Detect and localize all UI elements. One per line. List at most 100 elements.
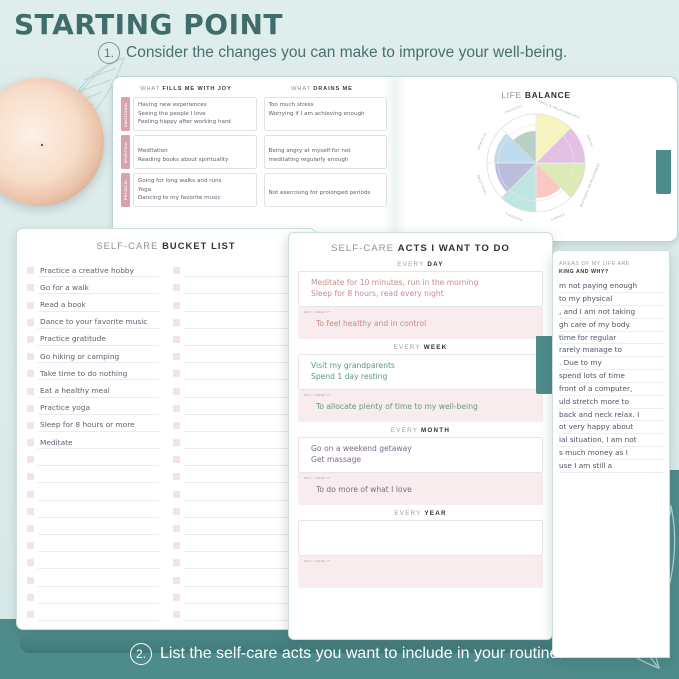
list-item[interactable] [173,260,305,278]
list-item[interactable] [173,483,305,501]
checkbox-square[interactable] [27,301,34,309]
checkbox-square[interactable] [173,456,180,464]
list-item[interactable] [173,346,305,364]
write-line[interactable] [184,485,305,501]
checkbox-square[interactable] [27,439,34,447]
list-item[interactable] [173,363,305,381]
write-line[interactable]: Read a book [38,296,159,312]
write-line[interactable] [38,502,159,518]
checkbox-square[interactable] [173,318,180,326]
checkbox-square[interactable] [27,525,34,532]
drains-cell-emotional[interactable]: Too much stress Worrying if I am achievi… [263,97,387,131]
list-item[interactable]: Sleep for 8 hours or more [27,415,159,432]
write-line[interactable] [38,571,159,587]
write-line[interactable] [184,605,305,621]
list-item[interactable] [27,449,159,467]
write-line[interactable] [184,313,305,329]
checkbox-square[interactable] [27,593,34,601]
life-balance-wheel[interactable]: FAMILY & RELATIONSHIPS SOCIAL PERSONAL DEV… [476,99,600,222]
write-line[interactable] [184,347,305,364]
checkbox-square[interactable] [173,490,180,498]
write-line[interactable] [184,261,305,278]
checkbox-square[interactable] [173,610,180,618]
list-item[interactable]: Read a book [27,294,159,312]
checkbox-square[interactable] [27,559,34,567]
checkbox-square[interactable] [173,335,180,343]
checkbox-square[interactable] [173,370,180,378]
checkbox-square[interactable] [173,559,180,567]
checkbox-square[interactable] [27,576,34,584]
write-line[interactable] [38,605,159,621]
checkbox-square[interactable] [27,542,34,550]
list-item[interactable] [173,501,305,518]
list-item[interactable] [173,294,305,312]
write-line[interactable] [38,450,159,467]
checkbox-square[interactable] [173,473,180,481]
write-line[interactable] [38,536,159,553]
list-item[interactable]: Dance to your favorite music [27,312,159,329]
list-item[interactable]: Practice gratitude [27,329,159,346]
checkbox-square[interactable] [27,473,34,481]
list-item[interactable] [173,518,305,535]
write-line[interactable] [38,485,159,501]
write-line[interactable] [184,536,305,553]
checkbox-square[interactable] [173,353,180,361]
checkbox-square[interactable] [173,421,180,429]
checkbox-square[interactable] [173,525,180,532]
list-item[interactable] [27,552,159,570]
write-line[interactable] [38,467,159,484]
list-item[interactable] [173,604,305,621]
checkbox-square[interactable] [173,576,180,584]
list-item[interactable] [27,466,159,484]
checkbox-square[interactable] [27,610,34,618]
checkbox-square[interactable] [173,439,180,447]
checkbox-square[interactable] [27,421,34,429]
write-line[interactable] [184,450,305,467]
list-item[interactable] [173,552,305,570]
write-line[interactable]: Take time to do nothing [38,364,159,381]
checkbox-square[interactable] [27,507,34,515]
list-item[interactable] [173,569,305,587]
write-line[interactable] [184,278,305,295]
write-line[interactable] [184,364,305,381]
write-line[interactable] [184,502,305,518]
checkbox-square[interactable] [173,542,180,550]
acts-input-month[interactable]: Go on a weekend getaway Get massage [298,437,543,473]
write-line[interactable]: Practice yoga [38,399,159,415]
write-line[interactable] [184,571,305,587]
list-item[interactable] [173,277,305,295]
list-item[interactable]: Practice a creative hobby [27,260,159,278]
write-line[interactable] [184,399,305,415]
checkbox-square[interactable] [27,456,34,464]
checkbox-square[interactable] [173,593,180,601]
acts-input-week[interactable]: Visit my grandparents Spend 1 day resting [298,354,543,390]
write-line[interactable]: Meditate [38,433,159,450]
write-line[interactable]: Eat a healthy meal [38,382,159,398]
checkbox-square[interactable] [27,284,34,292]
write-line[interactable]: Dance to your favorite music [38,313,159,329]
acts-input-day[interactable]: Meditate for 10 minutes, run in the morn… [298,271,543,307]
checkbox-square[interactable] [27,387,34,395]
list-item[interactable] [27,604,159,621]
list-item[interactable] [173,380,305,398]
write-line[interactable] [184,330,305,346]
write-line[interactable]: Practice gratitude [38,330,159,346]
joy-cell-physical[interactable]: Going for long walks and runs Yoga Danci… [133,173,257,207]
write-line[interactable] [184,467,305,484]
list-item[interactable] [27,535,159,553]
checkbox-square[interactable] [173,301,180,309]
why-input-year[interactable]: WHY I NEED IT [298,556,543,588]
list-item[interactable] [173,466,305,484]
list-item[interactable]: Go hiking or camping [27,346,159,364]
write-line[interactable] [184,382,305,398]
joy-cell-spiritual[interactable]: Meditation Reading books about spiritual… [133,135,257,169]
list-item[interactable] [27,483,159,501]
list-item[interactable] [173,432,305,450]
list-item[interactable]: Take time to do nothing [27,363,159,381]
checkbox-square[interactable] [173,387,180,395]
list-item[interactable]: Go for a walk [27,277,159,295]
write-line[interactable]: Sleep for 8 hours or more [38,416,159,432]
checkbox-square[interactable] [27,318,34,326]
list-item[interactable] [173,312,305,329]
write-line[interactable] [184,588,305,604]
